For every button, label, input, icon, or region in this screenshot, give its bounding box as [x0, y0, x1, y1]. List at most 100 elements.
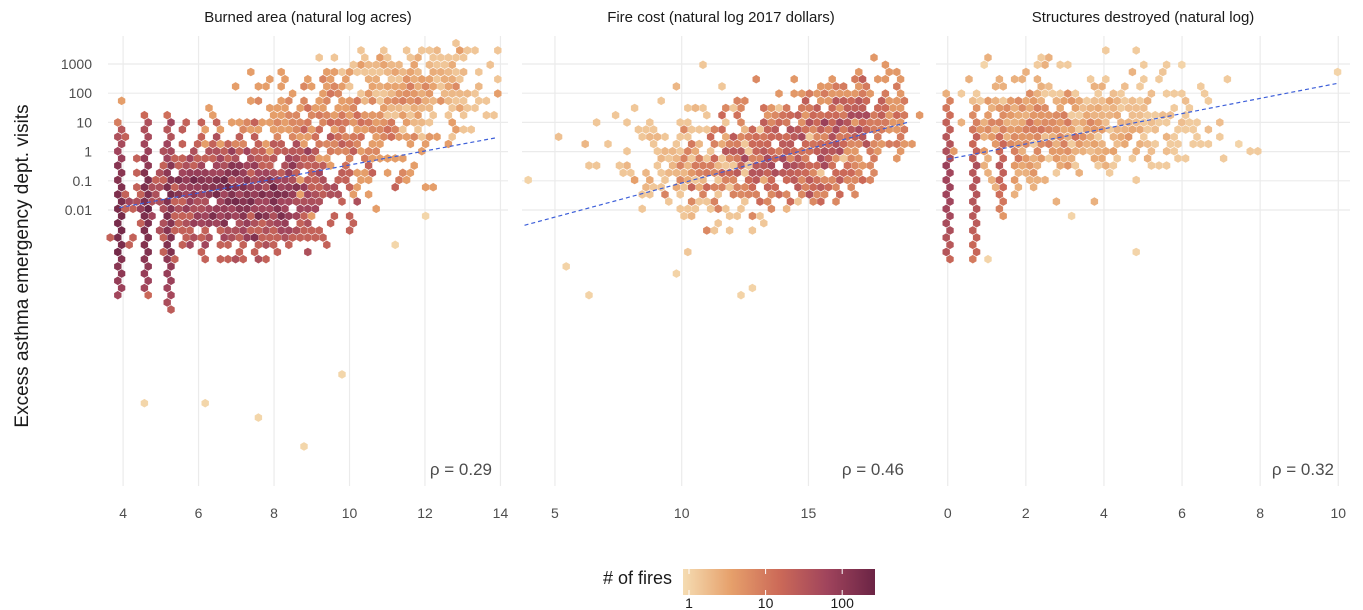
hexbin [915, 110, 924, 120]
hexbin [475, 82, 483, 91]
hexbin [387, 60, 396, 70]
hexbin [820, 118, 829, 127]
hexbin [836, 146, 844, 156]
hexbin [676, 161, 684, 170]
hexbin [304, 175, 312, 185]
hexbin [763, 154, 772, 163]
hexbin [855, 154, 863, 163]
hexbin [1185, 118, 1194, 127]
hexbin [737, 204, 745, 214]
hexbin [995, 103, 1004, 113]
hexbin [767, 161, 776, 170]
hexbin [319, 89, 327, 98]
hexbin [1071, 146, 1080, 156]
hexbin [345, 110, 354, 120]
hexbin [1200, 89, 1209, 98]
hexbin [216, 168, 225, 178]
hexbin [851, 103, 859, 113]
hexbin [1075, 125, 1083, 134]
hexbin [250, 161, 259, 170]
hexbin [433, 46, 441, 55]
hexbin [425, 132, 434, 142]
hexbin [752, 161, 760, 170]
hexbin [771, 110, 779, 120]
hexbin [847, 139, 855, 149]
hexbin [296, 204, 304, 214]
hexbin [353, 168, 361, 178]
hexbin [809, 168, 817, 178]
hexbin [1090, 82, 1099, 91]
hexbin [1178, 118, 1186, 127]
hexbin [171, 182, 179, 192]
hexbin [148, 182, 156, 192]
hexbin [820, 146, 829, 156]
hexbin [752, 190, 760, 199]
hexbin [152, 175, 160, 185]
hexbin [946, 197, 954, 206]
hexbin [273, 132, 282, 142]
hexbin [330, 67, 339, 77]
hexbin [744, 132, 753, 142]
hexbin [231, 168, 240, 178]
hexbin [304, 233, 312, 242]
hexbin [1060, 96, 1068, 106]
hexbin [790, 74, 798, 84]
hexbin [995, 118, 1004, 127]
hexbin [995, 74, 1004, 84]
hexbin [300, 139, 308, 149]
hexbin [1022, 67, 1030, 77]
hexbin [178, 125, 187, 134]
hexbin [304, 118, 312, 127]
hexbin [235, 146, 244, 156]
hexbin [304, 204, 312, 214]
hexbin [744, 146, 753, 156]
hexbin [288, 146, 297, 156]
hexbin [809, 125, 817, 134]
hexbin [247, 182, 255, 192]
hexbin [311, 233, 320, 242]
hexbin [380, 89, 388, 98]
hexbin [254, 182, 263, 192]
hexbin [1136, 82, 1144, 91]
hexbin [885, 110, 893, 120]
hexbin [326, 89, 335, 98]
hexbin [604, 139, 612, 149]
hexbin [756, 125, 764, 134]
hexbin [357, 146, 365, 156]
hexbin [266, 146, 274, 156]
hexbin [402, 132, 411, 142]
hexbin [851, 161, 859, 170]
hexbin [167, 262, 175, 271]
hexbin [1102, 146, 1110, 156]
hexbin [239, 197, 247, 206]
hexbin [1014, 182, 1023, 192]
hexbin [1037, 53, 1045, 62]
hexbin [372, 89, 380, 98]
hexbin [1083, 139, 1091, 149]
hexbin [167, 218, 175, 228]
hexbin [361, 125, 369, 134]
hexbin [638, 190, 646, 199]
hexbin [383, 96, 392, 106]
hexbin [133, 182, 141, 192]
hexbin [144, 161, 152, 170]
hexbin [1060, 125, 1068, 134]
hexbin [1026, 132, 1034, 142]
hexbin [801, 182, 810, 192]
hexbin [197, 118, 206, 127]
panel-1: Burned area (natural log acres)4 6 8 10 12 14… [61, 9, 509, 521]
hexbin [167, 290, 175, 300]
fit-line [524, 121, 908, 226]
hexbin [224, 240, 232, 250]
hexbin [839, 96, 848, 106]
hexbin [801, 110, 810, 120]
hexbin [741, 154, 749, 163]
hexbin [273, 247, 282, 257]
hexbin [247, 197, 255, 206]
panel-2: Fire cost (natural log 2017 dollars)5 10 1… [522, 9, 924, 521]
hexbin [630, 175, 639, 185]
hexbin [114, 118, 122, 127]
hexbin [976, 96, 985, 106]
hexbin [991, 125, 1000, 134]
hexbin [368, 168, 377, 178]
